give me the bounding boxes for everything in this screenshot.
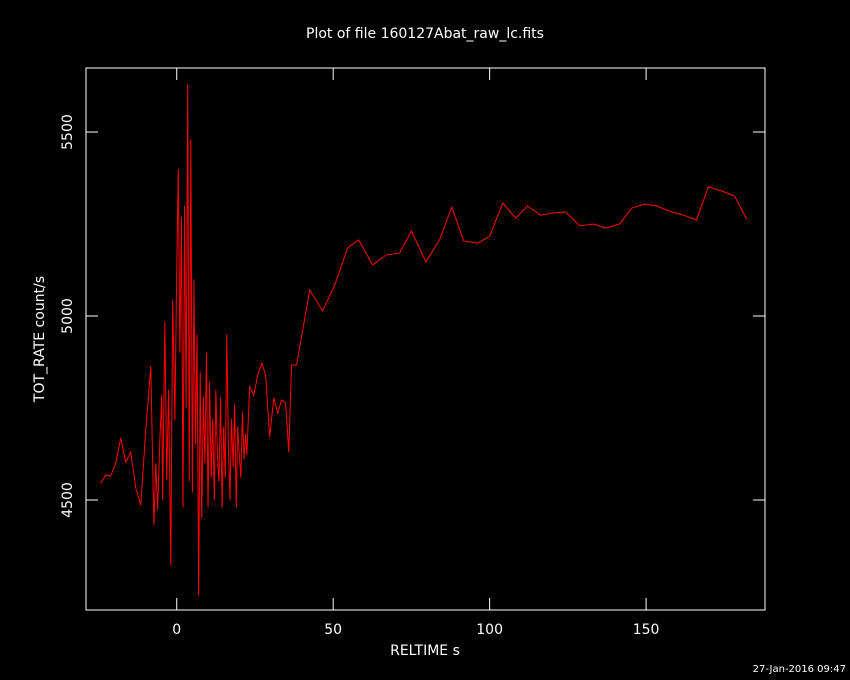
- y-tick-label: 5000: [60, 298, 76, 334]
- x-axis-label: RELTIME s: [390, 643, 460, 659]
- x-tick-label: 100: [476, 622, 503, 638]
- plot-frame: [85, 67, 766, 611]
- chart-title: Plot of file 160127Abat_raw_lc.fits: [306, 26, 544, 42]
- y-tick-label: 4500: [60, 482, 76, 518]
- x-tick-label: 50: [324, 622, 342, 638]
- x-tick-label: 0: [172, 622, 181, 638]
- x-tick-label: 150: [633, 622, 660, 638]
- y-axis-label: TOT_RATE count/s: [32, 276, 48, 403]
- timestamp: 27-Jan-2016 09:47: [753, 664, 846, 675]
- data-line: [100, 84, 747, 596]
- y-tick-label: 5500: [60, 114, 76, 150]
